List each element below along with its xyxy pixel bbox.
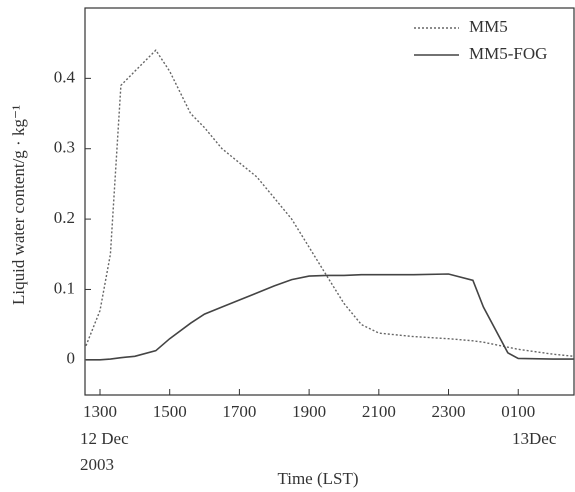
- series-line: [85, 49, 575, 357]
- x-tick-label: 0100: [501, 402, 535, 421]
- y-tick-label: 0.4: [54, 67, 76, 86]
- annotation: 13Dec: [512, 429, 557, 448]
- y-tick-label: 0: [67, 349, 76, 368]
- plot-frame: [84, 7, 575, 396]
- x-tick-label: 1300: [83, 402, 117, 421]
- y-axis-title: Liquid water content/g · kg⁻¹: [9, 105, 28, 305]
- legend-label: MM5: [469, 17, 508, 36]
- y-tick-label: 0.1: [54, 278, 75, 297]
- annotation: 2003: [80, 455, 114, 474]
- x-tick-label: 1500: [153, 402, 187, 421]
- x-tick-label: 2300: [432, 402, 466, 421]
- y-tick-label: 0.3: [54, 138, 75, 157]
- legend-label: MM5-FOG: [469, 44, 547, 63]
- x-tick-label: 2100: [362, 402, 396, 421]
- x-axis-title: Time (LST): [277, 469, 358, 488]
- x-tick-label: 1900: [292, 402, 326, 421]
- series-line: [86, 273, 574, 361]
- x-tick-label: 1700: [222, 402, 256, 421]
- y-tick-label: 0.2: [54, 208, 75, 227]
- annotation: 12 Dec: [80, 429, 129, 448]
